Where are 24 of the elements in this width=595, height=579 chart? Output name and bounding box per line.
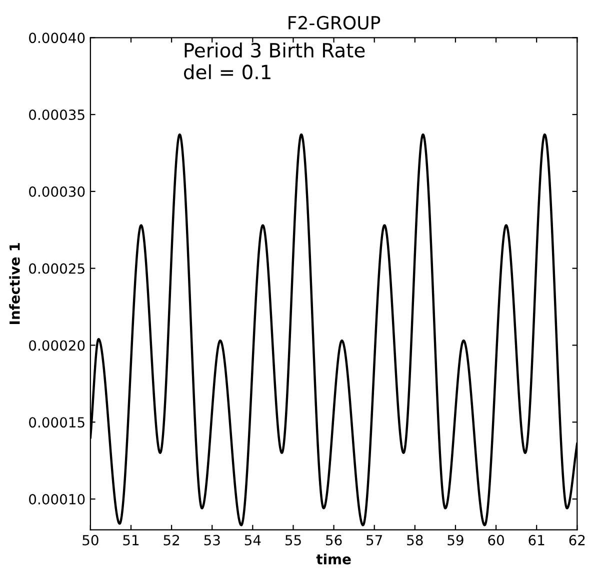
y-tick-label: 0.00030 [29, 186, 85, 197]
y-tick-label: 0.00010 [29, 494, 85, 504]
x-tick-label: 62 [569, 534, 585, 546]
chart-title: F2-GROUP [288, 16, 380, 30]
annotation: Period 3 Birth Rate del = 0.1 [184, 42, 365, 80]
x-tick-label: 54 [244, 535, 261, 546]
y-tick-label: 0.00035 [29, 110, 84, 120]
x-tick-label: 56 [326, 534, 342, 546]
x-tick-label: 50 [82, 534, 98, 546]
x-tick-label: 52 [164, 534, 180, 546]
x-tick-label: 60 [488, 534, 504, 546]
x-tick-label: 61 [528, 534, 544, 546]
x-tick-label: 55 [285, 535, 301, 546]
x-tick-label: 53 [204, 534, 220, 546]
y-tick-label: 0.00040 [29, 32, 85, 44]
x-tick-label: 51 [123, 535, 139, 546]
y-tick-label: 0.00015 [29, 417, 84, 428]
y-axis-title: Infective 1 [9, 243, 20, 324]
x-tick-label: 57 [366, 535, 382, 546]
y-tick-label: 0.00020 [29, 340, 85, 351]
x-axis-title: time [316, 554, 351, 564]
y-tick-label: 0.00025 [29, 263, 84, 274]
x-tick-label: 59 [448, 534, 464, 546]
x-tick-label: 58 [407, 534, 423, 546]
